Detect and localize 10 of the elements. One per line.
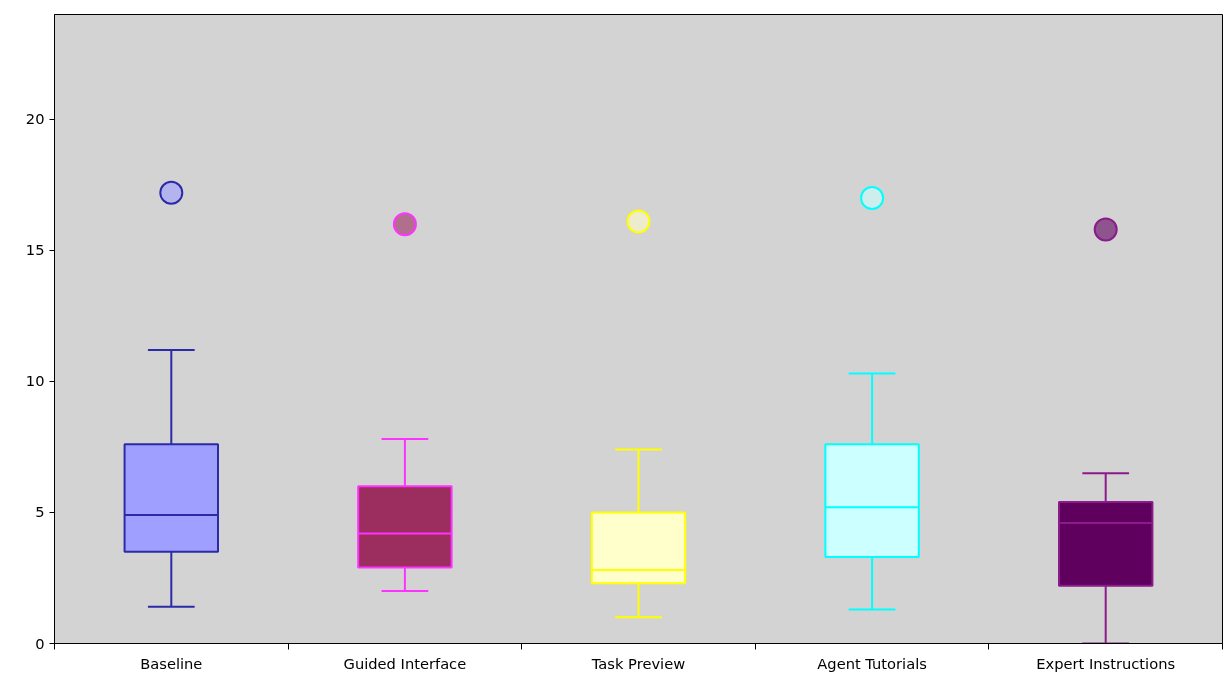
y-tick-label: 10 [25, 372, 45, 390]
y-tick-label: 0 [35, 634, 45, 652]
x-tick-label: Guided Interface [343, 654, 467, 672]
y-tick-label: 20 [25, 110, 45, 128]
x-tick-label: Baseline [140, 654, 203, 672]
y-tick-label: 15 [25, 241, 45, 259]
y-tick-label: 5 [35, 503, 45, 521]
x-tick-label: Task Preview [590, 654, 686, 672]
x-tick-label: Agent Tutorials [817, 654, 927, 672]
x-tick-label: Expert Instructions [1036, 654, 1176, 672]
